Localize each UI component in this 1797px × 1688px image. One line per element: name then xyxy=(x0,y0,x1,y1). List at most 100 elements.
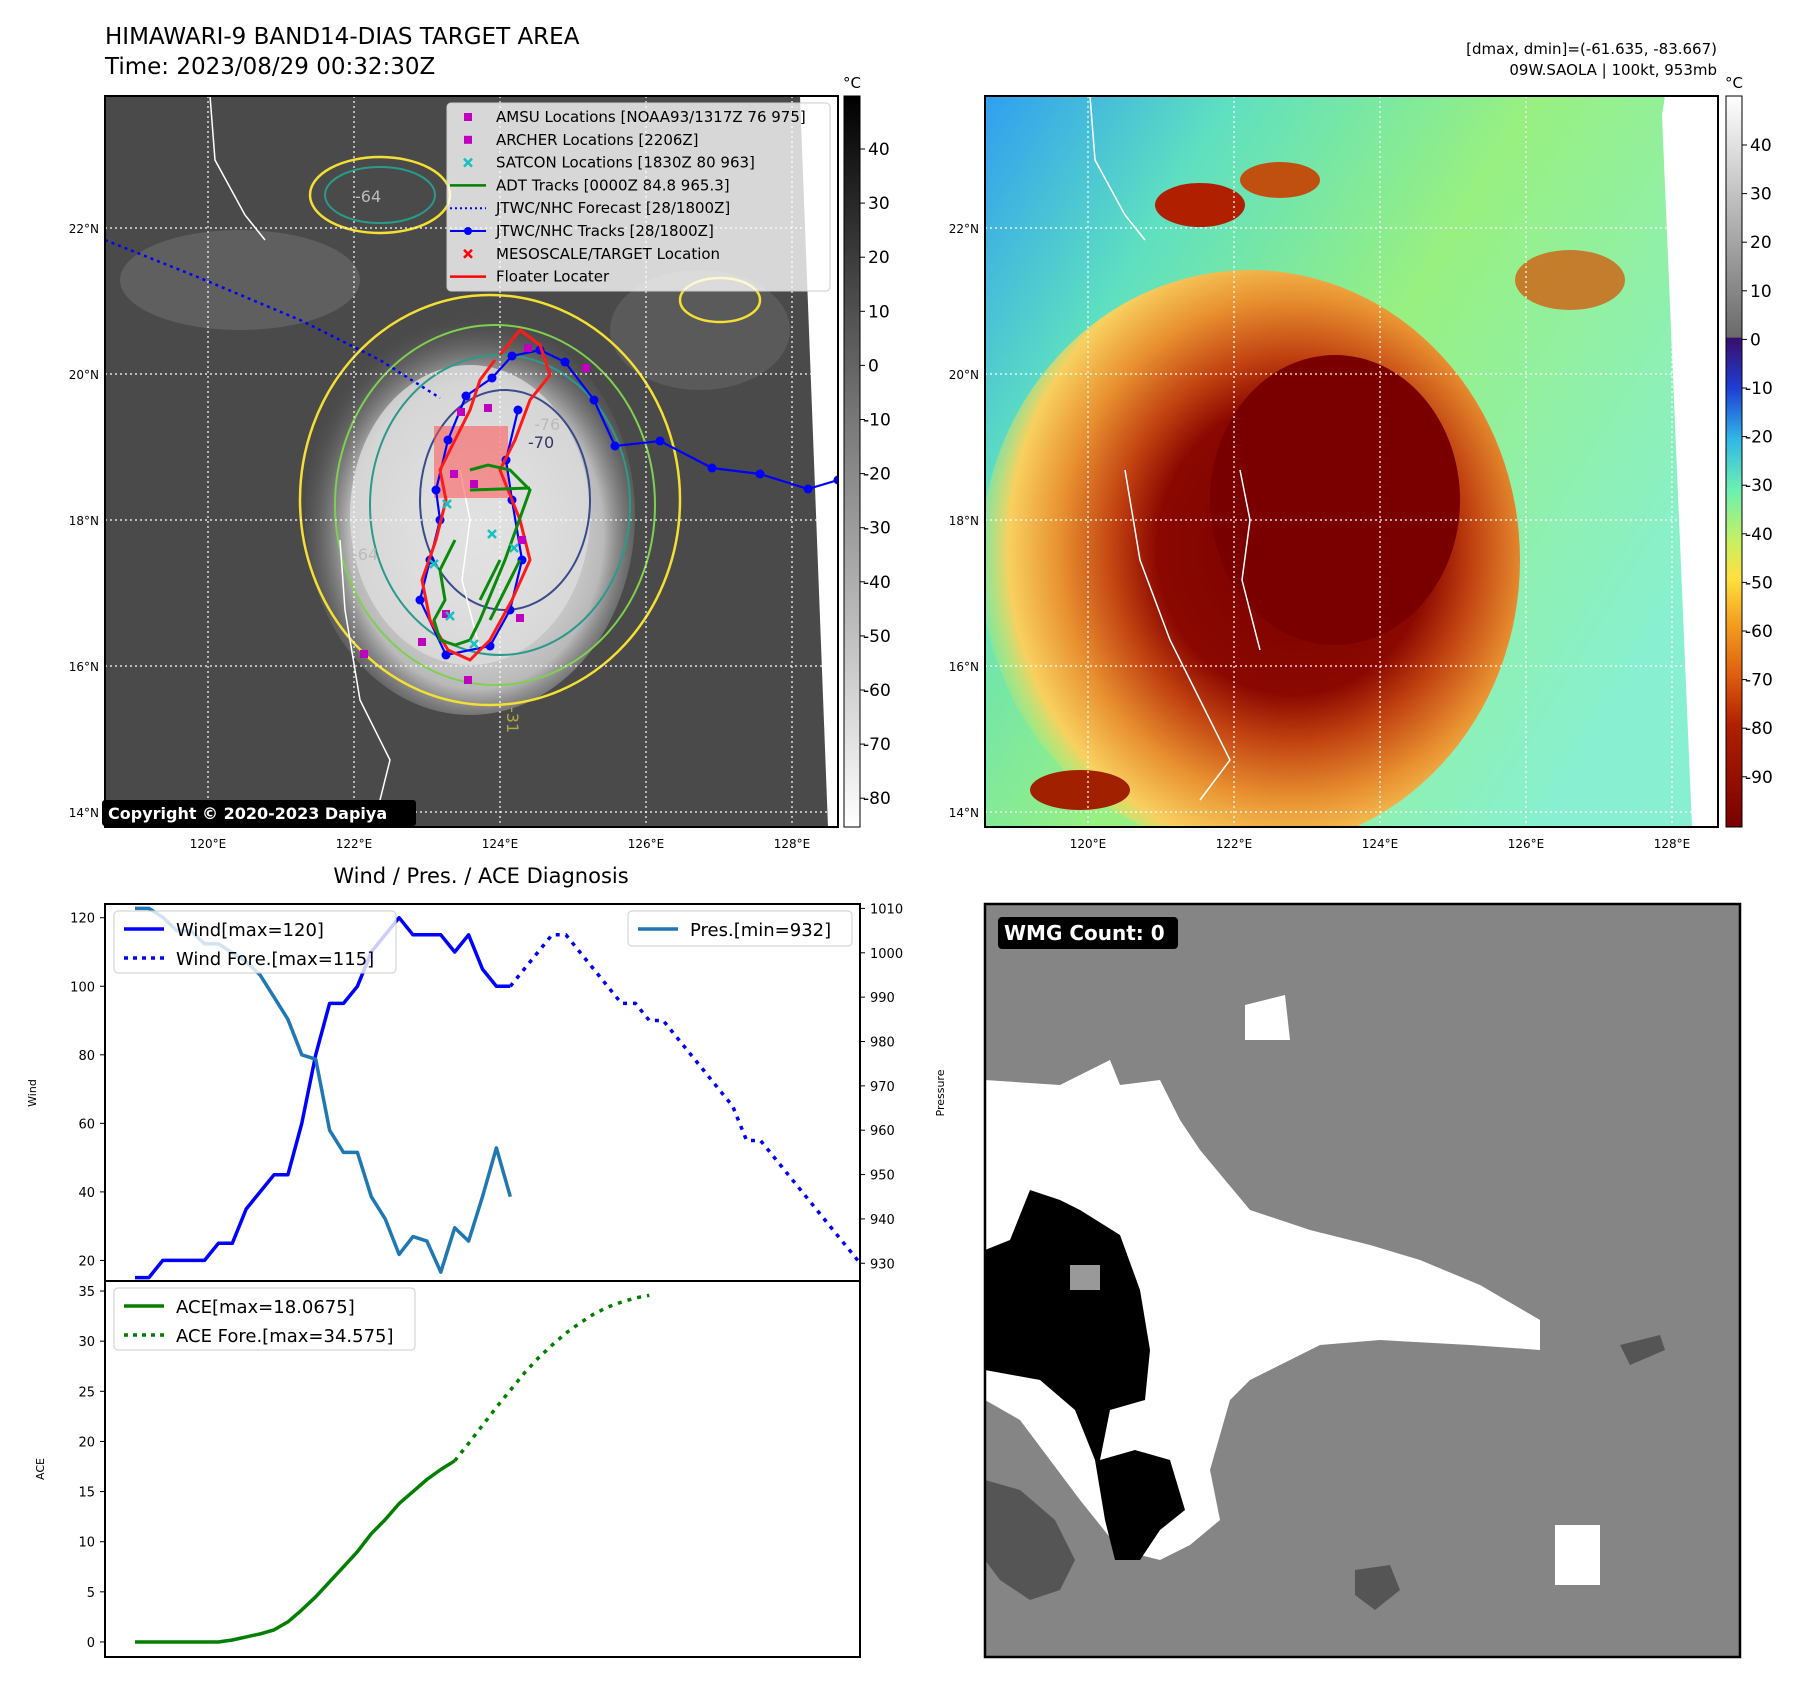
wind-tick-label: 20 xyxy=(78,1254,95,1269)
wmg-white-region xyxy=(1555,1525,1600,1585)
colorbar-tick-label: -40 xyxy=(1745,525,1773,545)
wmg-dark-region xyxy=(1355,1565,1400,1610)
contour-teal xyxy=(324,166,436,224)
wmg-gray-region xyxy=(1070,1265,1100,1290)
legend-label: ARCHER Locations [2206Z] xyxy=(496,131,699,149)
colorbar-tick-label: -30 xyxy=(1745,476,1773,496)
jtwc-track-point xyxy=(833,475,838,485)
ace-legend-box xyxy=(113,1287,416,1351)
lon-tick-label: 120°E xyxy=(190,837,227,851)
legend-label: JTWC/NHC Forecast [28/1800Z] xyxy=(495,199,730,217)
wmg-count-badge xyxy=(998,917,1178,949)
ace-legend: ACE[max=18.0675] ACE Fore.[max=34.575] xyxy=(113,1287,416,1351)
gray-map-frame xyxy=(104,95,839,828)
jtwc-track-point xyxy=(589,395,599,405)
jtwc-forecast-track xyxy=(105,238,441,400)
lon-tick-label: 128°E xyxy=(774,837,811,851)
jtwc-track-point xyxy=(441,650,451,660)
lon-tick-label: 120°E xyxy=(1070,837,1107,851)
floater-locater-track xyxy=(420,327,552,662)
wind-series-line xyxy=(135,915,511,1280)
jtwc-track-point xyxy=(507,351,517,361)
contour-label: -31 xyxy=(503,707,522,733)
legend-marker xyxy=(464,113,472,121)
cloud-band xyxy=(610,270,790,390)
wind-tick-label: 40 xyxy=(78,1186,95,1201)
legend-box xyxy=(446,102,831,292)
colorbar-tick-label: -60 xyxy=(1745,622,1773,642)
lon-tick-label: 124°E xyxy=(482,837,519,851)
wmg-panel: WMG Count: 0 xyxy=(983,902,1742,1659)
wmg-black-region xyxy=(985,1190,1185,1560)
wind-legend-label: Wind[max=120] xyxy=(176,920,324,941)
pressure-legend-box xyxy=(627,910,853,947)
colorbar-tick-label: -30 xyxy=(863,519,891,539)
colorbar-tick-label: -50 xyxy=(863,627,891,647)
ace-series-line xyxy=(453,1293,650,1462)
figure-time: Time: 2023/08/29 00:32:30Z xyxy=(104,54,435,80)
coastline xyxy=(1124,469,1231,801)
legend-label: ADT Tracks [0000Z 84.8 965.3] xyxy=(496,176,730,194)
ace-legend-label: ACE[max=18.0675] xyxy=(176,1297,355,1318)
jtwc-track-point xyxy=(707,463,717,473)
storm-label: 09W.SAOLA | 100kt, 953mb xyxy=(1509,61,1717,79)
legend-items: AMSU Locations [NOAA93/1317Z 76 975] ARCH… xyxy=(450,108,806,286)
cloud-cell xyxy=(1240,162,1320,198)
cloud-cell xyxy=(1155,183,1245,227)
lon-tick-label: 122°E xyxy=(336,837,373,851)
gray-colorbar: °C 40 30 20 10 0 -10 -20 -30 -40 -50 -60 -70 -80 xyxy=(843,74,891,828)
colorbar-tick-label: -70 xyxy=(1745,671,1773,691)
contour-yellow xyxy=(298,293,682,707)
legend-marker xyxy=(463,248,473,259)
pressure-legend-label: Pres.[min=932] xyxy=(690,920,831,941)
colorbar-tick-label: -60 xyxy=(863,681,891,701)
storm-core xyxy=(350,365,590,665)
wmg-dark-region xyxy=(1620,1335,1665,1365)
lon-tick-label: 128°E xyxy=(1654,837,1691,851)
ir-color-map xyxy=(984,95,1719,828)
wind-tick-label: 80 xyxy=(78,1049,95,1064)
coastline xyxy=(339,539,391,801)
pressure-tick-label: 960 xyxy=(870,1124,895,1139)
ace-tick-label: 35 xyxy=(78,1285,95,1300)
pressure-tick-label: 980 xyxy=(870,1035,895,1050)
wmg-dark-region xyxy=(985,1480,1075,1600)
ace-chart: 0 5 10 15 20 25 30 35 xyxy=(78,1285,650,1651)
pressure-tick-label: 970 xyxy=(870,1080,895,1095)
wind-axis-label: Wind xyxy=(26,1079,39,1107)
lat-tick-label: 14°N xyxy=(69,806,99,820)
storm-core xyxy=(1210,355,1460,645)
figure-title: HIMAWARI-9 BAND14-DIAS TARGET AREA xyxy=(105,24,580,50)
gray-colorbar-bar xyxy=(843,95,861,828)
ace-tick-label: 30 xyxy=(78,1335,95,1350)
lat-tick-label: 22°N xyxy=(949,222,979,236)
wind-fore-legend-label: Wind Fore.[max=115] xyxy=(176,949,374,970)
lon-tick-label: 122°E xyxy=(1216,837,1253,851)
colorbar-tick-label: 40 xyxy=(1750,136,1772,156)
wind-tick-label: 100 xyxy=(70,980,95,995)
legend-marker xyxy=(463,157,473,168)
pressure-tick-label: 1010 xyxy=(870,902,903,917)
legend-label: SATCON Locations [1830Z 80 963] xyxy=(496,154,755,172)
colorbar-tick-label: -70 xyxy=(863,735,891,755)
color-colorbar-ticks: 40 30 20 10 0 -10 -20 -30 -40 -50 -60 -70 -80 -90 xyxy=(1742,136,1773,788)
lat-tick-label: 18°N xyxy=(949,514,979,528)
colorbar-tick-label: 30 xyxy=(1750,185,1772,205)
colorbar-tick-label: -40 xyxy=(863,573,891,593)
colorbar-tick-label: 10 xyxy=(1750,282,1772,302)
ace-tick-label: 20 xyxy=(78,1435,95,1450)
wind-series-line xyxy=(508,933,860,1262)
jtwc-track-point xyxy=(461,391,471,401)
wmg-white-region xyxy=(1245,995,1290,1040)
colorbar-tick-label: 0 xyxy=(868,356,879,376)
contour-label: -70 xyxy=(528,433,554,452)
colorbar-tick-label: -10 xyxy=(1745,379,1773,399)
colorbar-tick-label: 0 xyxy=(1750,330,1761,350)
colorbar-tick-label: -80 xyxy=(863,789,891,809)
wind-tick-label: 60 xyxy=(78,1117,95,1132)
pressure-tick-label: 950 xyxy=(870,1169,895,1184)
colorbar-tick-label: -20 xyxy=(863,465,891,485)
ace-tick-label: 5 xyxy=(87,1586,95,1601)
